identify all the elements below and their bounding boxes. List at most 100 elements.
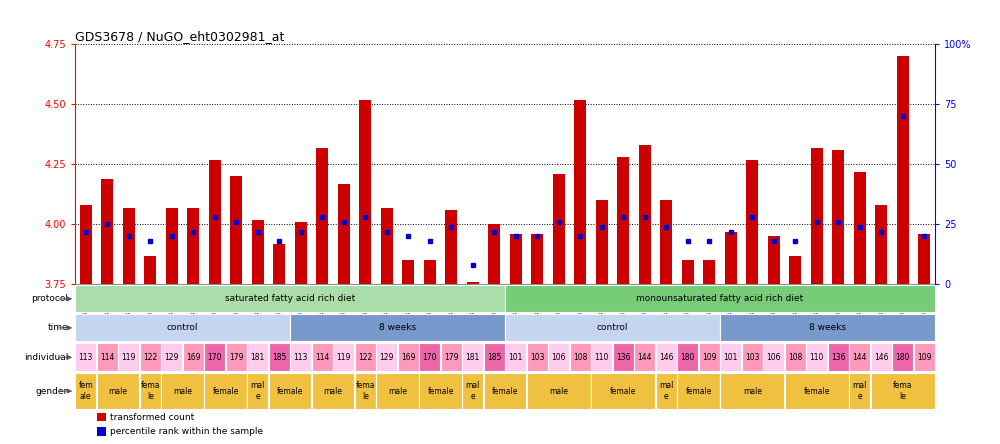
Bar <box>424 260 436 284</box>
Bar <box>204 343 225 372</box>
Bar <box>699 343 720 372</box>
Bar <box>527 343 548 372</box>
Bar <box>290 314 505 341</box>
Bar <box>467 282 479 284</box>
Text: fem
ale: fem ale <box>78 381 93 401</box>
Bar <box>660 200 672 284</box>
Text: 101: 101 <box>724 353 738 362</box>
Text: 180: 180 <box>681 353 695 362</box>
Bar <box>746 159 758 284</box>
Bar <box>398 343 419 372</box>
Bar <box>226 343 247 372</box>
Text: 181: 181 <box>251 353 265 362</box>
Text: 170: 170 <box>208 353 222 362</box>
Bar <box>548 343 569 372</box>
Text: 110: 110 <box>810 353 824 362</box>
Text: female: female <box>212 387 239 396</box>
Bar <box>333 343 354 372</box>
Bar <box>402 260 414 284</box>
Text: control: control <box>167 323 198 333</box>
Bar <box>871 373 935 409</box>
Bar <box>101 179 113 284</box>
Bar <box>574 99 586 284</box>
Text: female: female <box>804 387 830 396</box>
Bar <box>140 373 161 409</box>
Bar <box>96 428 106 436</box>
Text: 101: 101 <box>509 353 523 362</box>
Bar <box>97 373 139 409</box>
Text: 185: 185 <box>272 353 286 362</box>
Bar <box>806 343 827 372</box>
Bar <box>484 373 526 409</box>
Bar <box>462 343 483 372</box>
Bar <box>355 343 376 372</box>
Bar <box>677 373 720 409</box>
Bar <box>187 208 199 284</box>
Bar <box>441 343 462 372</box>
Text: 129: 129 <box>380 353 394 362</box>
Bar <box>75 285 505 313</box>
Bar <box>96 413 106 421</box>
Text: 122: 122 <box>143 353 157 362</box>
Bar <box>875 205 887 284</box>
Bar <box>789 256 801 284</box>
Text: mal
e: mal e <box>251 381 265 401</box>
Bar <box>505 314 720 341</box>
Bar <box>381 208 393 284</box>
Text: male: male <box>173 387 192 396</box>
Text: 144: 144 <box>638 353 652 362</box>
Text: fema
le: fema le <box>893 381 912 401</box>
Bar <box>75 343 96 372</box>
Bar <box>419 373 462 409</box>
Bar <box>914 343 935 372</box>
Bar <box>656 343 677 372</box>
Bar <box>140 343 161 372</box>
Text: protocol: protocol <box>31 294 68 303</box>
Bar <box>166 208 178 284</box>
Bar <box>768 236 780 284</box>
Text: transformed count: transformed count <box>110 413 195 422</box>
Text: 109: 109 <box>702 353 716 362</box>
Text: 119: 119 <box>122 353 136 362</box>
Text: saturated fatty acid rich diet: saturated fatty acid rich diet <box>225 294 355 303</box>
Text: 136: 136 <box>616 353 631 362</box>
Bar <box>376 343 397 372</box>
Text: female: female <box>685 387 712 396</box>
Bar <box>639 145 651 284</box>
Text: female: female <box>610 387 636 396</box>
Text: male: male <box>743 387 762 396</box>
Text: 144: 144 <box>852 353 867 362</box>
Bar <box>531 234 543 284</box>
Text: 114: 114 <box>315 353 329 362</box>
Bar <box>510 234 522 284</box>
Bar <box>785 343 806 372</box>
Text: female: female <box>427 387 454 396</box>
Bar <box>123 208 135 284</box>
Text: 129: 129 <box>165 353 179 362</box>
Bar <box>828 343 849 372</box>
Bar <box>247 373 268 409</box>
Text: female: female <box>492 387 518 396</box>
Bar <box>97 343 118 372</box>
Bar <box>269 343 290 372</box>
Bar <box>209 159 221 284</box>
Bar <box>80 205 92 284</box>
Text: female: female <box>277 387 303 396</box>
Bar <box>677 343 698 372</box>
Text: 181: 181 <box>466 353 480 362</box>
Bar <box>183 343 204 372</box>
Bar <box>720 314 935 341</box>
Text: 169: 169 <box>401 353 416 362</box>
Bar <box>897 56 909 284</box>
Text: GDS3678 / NuGO_eht0302981_at: GDS3678 / NuGO_eht0302981_at <box>75 30 284 43</box>
Bar <box>204 373 247 409</box>
Bar <box>445 210 457 284</box>
Text: 146: 146 <box>874 353 889 362</box>
Text: mal
e: mal e <box>853 381 867 401</box>
Text: percentile rank within the sample: percentile rank within the sample <box>110 427 264 436</box>
Bar <box>832 150 844 284</box>
Bar <box>849 343 870 372</box>
Bar <box>617 157 629 284</box>
Bar <box>591 373 655 409</box>
Bar <box>75 373 96 409</box>
